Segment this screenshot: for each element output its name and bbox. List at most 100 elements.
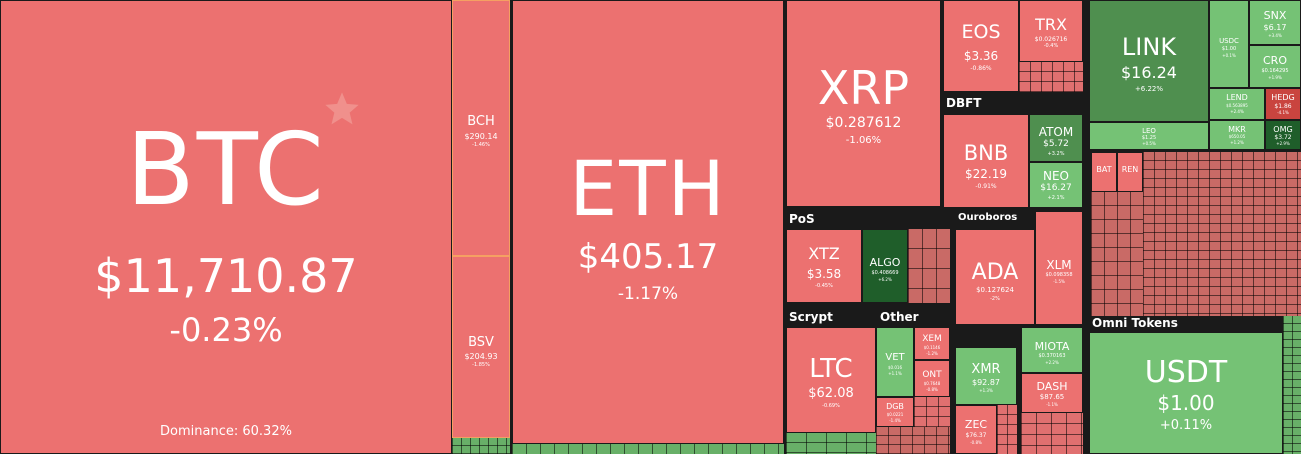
tile-price: $76.37 [965, 432, 987, 439]
tile-price: $62.08 [808, 386, 854, 401]
tile-bsv[interactable]: BSV $204.93 -1.85% [452, 256, 510, 438]
tile-usdt[interactable]: USDT $1.00 +0.11% [1089, 332, 1283, 454]
tile-xlm[interactable]: XLM $0.098358 -1.5% [1035, 211, 1083, 325]
group-label-pos: PoS [789, 212, 815, 226]
tile-trx[interactable]: TRX $0.026716 -0.4% [1019, 0, 1083, 62]
tile-change: -1.06% [845, 135, 882, 146]
tile-xrp[interactable]: XRP $0.287612 -1.06% [786, 0, 941, 207]
tile-xmr[interactable]: XMR $92.87 +1.3% [955, 347, 1017, 405]
eos-tokens-small-tiles [1019, 62, 1083, 92]
group-label-dbft: DBFT [946, 96, 982, 110]
tile-price: $1.00 [1157, 391, 1215, 415]
tile-price: $1.25 [1141, 135, 1157, 141]
tile-cro[interactable]: CRO $0.164295 +1.9% [1249, 45, 1301, 88]
dash-small-tiles [1021, 413, 1083, 454]
tile-symbol: OMG [1273, 125, 1293, 134]
tile-bch[interactable]: BCH $290.14 -1.46% [452, 0, 510, 256]
tile-leo[interactable]: LEO $1.25 +0.5% [1089, 122, 1209, 150]
tile-symbol: BAT [1096, 165, 1112, 174]
bitcoin-forks-small-tiles [452, 438, 510, 454]
tile-snx[interactable]: SNX $6.17 +3.4% [1249, 0, 1301, 45]
tile-symbol: LEO [1142, 127, 1156, 135]
tile-price: $290.14 [464, 132, 498, 141]
tile-hedg[interactable]: HEDG $1.86 -4.1% [1265, 88, 1301, 120]
tile-change: +1.3% [979, 388, 993, 393]
tile-bat[interactable]: BAT [1091, 152, 1117, 192]
tile-dgb[interactable]: DGB $0.0221 -1.4% [876, 397, 914, 427]
tile-change: +2.2% [1045, 360, 1059, 365]
tile-symbol: BSV [468, 335, 494, 350]
group-label-ouroboros: Ouroboros [958, 212, 1018, 223]
tile-neo[interactable]: NEO $16.27 +2.1% [1029, 162, 1083, 208]
other-small-tiles [876, 427, 950, 454]
tile-usdc[interactable]: USDC $1.00 +0.1% [1209, 0, 1249, 88]
tile-change: -1.2% [926, 351, 938, 356]
tile-btc[interactable]: BTC $11,710.87 -0.23% Dominance: 60.32% [0, 0, 452, 454]
tile-price: $0.026716 [1034, 36, 1068, 43]
tile-symbol: ALGO [869, 256, 901, 269]
tile-dash[interactable]: DASH $87.65 -1.1% [1021, 373, 1083, 413]
tile-zec[interactable]: ZEC $76.37 -0.8% [955, 405, 997, 454]
tile-symbol: TRX [1035, 15, 1067, 34]
tile-price: $3.58 [806, 267, 842, 281]
tile-change: -0.23% [169, 311, 283, 349]
group-label-omni: Omni Tokens [1092, 316, 1178, 330]
tile-price: $0.016 [888, 365, 902, 370]
tile-symbol: XMR [971, 362, 1001, 377]
tile-change: -0.69% [822, 403, 840, 409]
tile-mkr[interactable]: MKR $650.05 +1.2% [1209, 120, 1265, 150]
tile-symbol: REN [1121, 165, 1139, 174]
tile-change: +3.2% [1047, 151, 1065, 157]
tile-ltc[interactable]: LTC $62.08 -0.69% [786, 327, 876, 433]
tile-change: -1.85% [472, 362, 490, 368]
tile-change: -1.1% [1046, 402, 1058, 407]
tile-bnb[interactable]: BNB $22.19 -0.91% [943, 114, 1029, 208]
tile-change: +2.1% [1047, 195, 1065, 201]
tile-symbol: LTC [809, 354, 853, 384]
tile-symbol: BTC [126, 111, 326, 228]
tile-price: $204.93 [464, 352, 498, 361]
tile-change: -0.8% [926, 387, 938, 392]
tile-atom[interactable]: ATOM $5.72 +3.2% [1029, 114, 1083, 162]
tile-lend[interactable]: LEND $0.563895 +2.4% [1209, 88, 1265, 120]
tile-change: +1.2% [1230, 140, 1244, 145]
tile-eos[interactable]: EOS $3.36 -0.86% [943, 0, 1019, 92]
tile-ada[interactable]: ADA $0.127624 -2% [955, 229, 1035, 325]
tile-change: +2.4% [1230, 109, 1244, 114]
tile-algo[interactable]: ALGO $0.408669 +6.2% [862, 229, 908, 303]
tile-price: $11,710.87 [94, 249, 358, 303]
tile-change: -4.1% [1277, 110, 1289, 115]
tile-symbol: MKR [1228, 125, 1246, 134]
tile-change: -0.91% [975, 183, 997, 190]
tile-change: +6.2% [878, 277, 892, 282]
star-icon[interactable] [322, 89, 362, 129]
scrypt-small-tiles [786, 433, 876, 454]
tile-symbol: XEM [922, 334, 942, 344]
tile-price: $0.7648 [923, 381, 941, 386]
tile-symbol: ETH [569, 144, 727, 233]
tile-price: $92.87 [972, 378, 1000, 387]
tile-change: -0.45% [815, 283, 833, 289]
tile-symbol: CRO [1263, 54, 1287, 67]
tile-symbol: ADA [971, 260, 1019, 285]
tile-xtz[interactable]: XTZ $3.58 -0.45% [786, 229, 862, 303]
tile-ren[interactable]: REN [1117, 152, 1143, 192]
tile-symbol: ONT [922, 370, 942, 380]
tile-xem[interactable]: XEM $0.1146 -1.2% [914, 327, 950, 360]
tile-symbol: SNX [1263, 9, 1287, 22]
tile-price: $22.19 [965, 167, 1007, 181]
tile-change: -0.8% [970, 440, 982, 445]
tile-omg[interactable]: OMG $3.72 +2.9% [1265, 120, 1301, 150]
tile-vet[interactable]: VET $0.016 +1.1% [876, 327, 914, 397]
tile-change: +3.4% [1268, 33, 1282, 38]
tile-price: $0.098358 [1045, 272, 1073, 278]
tile-miota[interactable]: MIOTA $0.370163 +2.2% [1021, 327, 1083, 373]
tile-change: -0.4% [1043, 43, 1059, 49]
tile-eth[interactable]: ETH $405.17 -1.17% [512, 0, 784, 444]
tile-change: +0.11% [1159, 418, 1213, 433]
ethereum-tokens-small-tiles [512, 444, 784, 454]
tile-symbol: XRP [817, 61, 910, 115]
tile-symbol: NEO [1042, 169, 1069, 183]
tile-link[interactable]: LINK $16.24 +6.22% [1089, 0, 1209, 122]
tile-ont[interactable]: ONT $0.7648 -0.8% [914, 360, 950, 397]
